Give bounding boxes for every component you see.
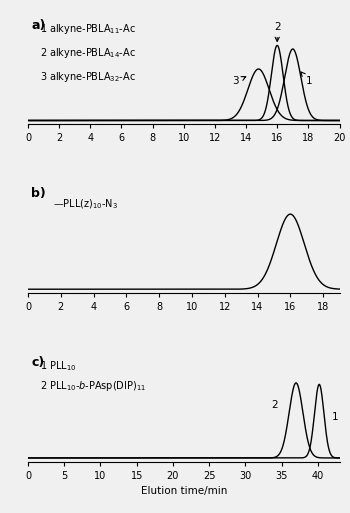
Text: 1 alkyne-PBLA$_{11}$-Ac: 1 alkyne-PBLA$_{11}$-Ac (41, 22, 136, 36)
Text: a): a) (31, 18, 46, 32)
Text: 2 PLL$_{10}$-$b$-PAsp(DIP)$_{11}$: 2 PLL$_{10}$-$b$-PAsp(DIP)$_{11}$ (41, 379, 147, 393)
Text: b): b) (31, 187, 46, 201)
Text: —PLL(z)$_{10}$-N$_3$: —PLL(z)$_{10}$-N$_3$ (53, 197, 118, 211)
Text: 3: 3 (232, 76, 246, 87)
X-axis label: Elution time/min: Elution time/min (141, 486, 227, 496)
Text: 2 alkyne-PBLA$_{14}$-Ac: 2 alkyne-PBLA$_{14}$-Ac (41, 46, 136, 60)
Text: 1 PLL$_{10}$: 1 PLL$_{10}$ (41, 360, 77, 373)
Text: 2: 2 (274, 22, 280, 42)
Text: 1: 1 (332, 411, 339, 422)
Text: 1: 1 (301, 72, 313, 87)
Text: 3 alkyne-PBLA$_{32}$-Ac: 3 alkyne-PBLA$_{32}$-Ac (41, 70, 136, 84)
Text: c): c) (31, 356, 44, 369)
Text: 2: 2 (271, 400, 278, 410)
